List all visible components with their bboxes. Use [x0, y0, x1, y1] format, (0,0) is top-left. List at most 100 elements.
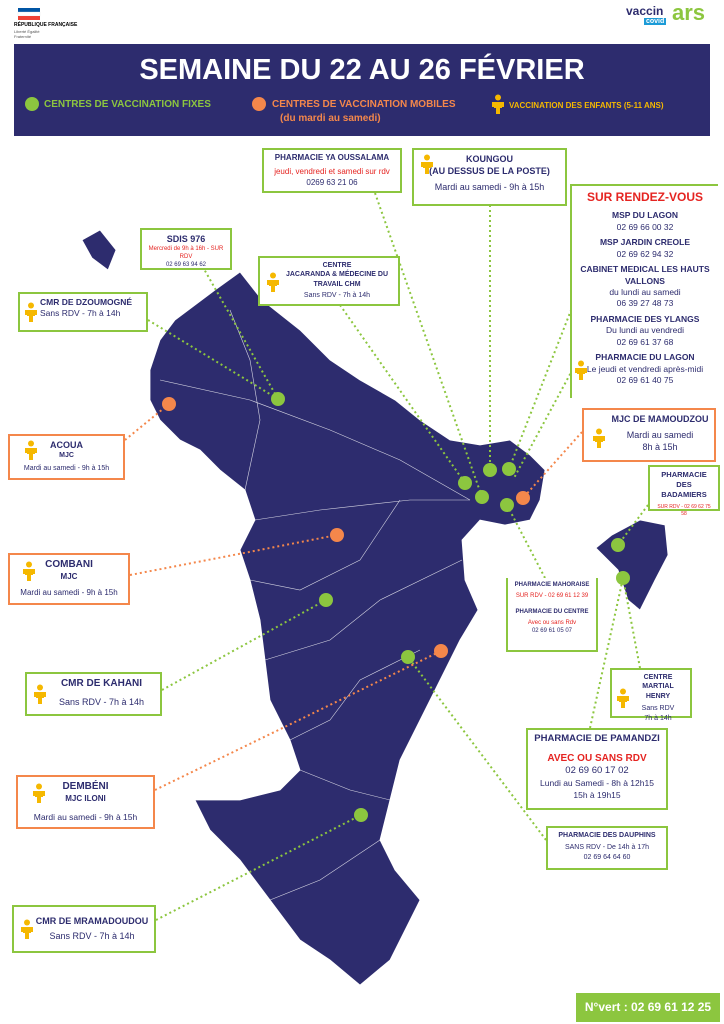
site-phone: 02 69 61 40 75 — [616, 375, 674, 386]
site-name: CENTRE — [322, 262, 352, 269]
site-info: Sans RDV - 7h à 14h — [49, 931, 135, 942]
kid-icon — [420, 154, 434, 174]
kid-icon — [24, 302, 38, 322]
site-name: MJC DE MAMOUDZOU — [611, 414, 709, 424]
vaccin-logo: vaccin — [626, 4, 664, 18]
site-name: KOUNGOU — [466, 154, 513, 164]
title: SEMAINE DU 22 AU 26 FÉVRIER — [139, 54, 585, 86]
site-box: DEMBÉNI MJC ILONI Mardi au samedi - 9h à… — [16, 775, 155, 829]
site-info: Lundi au Samedi - 8h à 12h15 — [540, 778, 654, 789]
legend-label: VACCINATION DES ENFANTS (5-11 ANS) — [509, 101, 664, 110]
site-phone: 0269 63 21 06 — [306, 177, 358, 187]
site-name: COMBANI — [45, 559, 93, 570]
site-name: PHARMACIE DES BADAMIERS — [661, 470, 707, 500]
region-borders — [159, 309, 471, 901]
site-info: Mardi au samedi — [626, 430, 694, 441]
site-name: MSP JARDIN CREOLE — [599, 237, 691, 248]
kid-icon — [266, 272, 280, 292]
legend-mobile-dot — [252, 97, 266, 111]
site-name: PHARMACIE MAHORAISE — [514, 582, 590, 588]
site-box: MJC DE MAMOUDZOU Mardi au samedi 8h à 15… — [582, 408, 716, 462]
connectors — [124, 192, 649, 921]
site-name: PHARMACIE DES YLANGS — [590, 313, 700, 324]
site-name: PHARMACIE DES DAUPHINS — [558, 832, 656, 839]
site-box: CMR DE MRAMADOUDOU Sans RDV - 7h à 14h — [12, 905, 156, 953]
site-sub: (AU DESSUS DE LA POSTE) — [429, 166, 550, 177]
site-box: CMR DE KAHANI Sans RDV - 7h à 14h — [25, 672, 162, 716]
site-info: Sans RDV — [641, 705, 675, 713]
site-info: Mardi au samedi - 9h à 15h — [20, 588, 118, 598]
kid-icon — [33, 684, 47, 704]
covid-logo: covid — [644, 18, 667, 25]
site-phone: 06 39 27 48 73 — [616, 298, 674, 309]
site-info: Sans RDV - 7h à 14h — [40, 308, 121, 319]
site-box: SUR RENDEZ-VOUS MSP DU LAGON 02 69 66 00… — [570, 184, 718, 398]
site-name: MARTIAL HENRY — [642, 683, 674, 700]
legend-fixed-dot — [25, 97, 39, 111]
site-info: Mardi au samedi - 9h à 15h — [434, 182, 545, 193]
site-box: PHARMACIE YA OUSSALAMA jeudi, vendredi e… — [262, 148, 402, 193]
kid-icon — [24, 440, 38, 460]
site-info: Sans RDV - 7h à 14h — [303, 292, 371, 300]
site-info: Sans RDV - 7h à 14h — [58, 696, 145, 707]
site-box: PHARMACIE DE PAMANDZI AVEC OU SANS RDV 0… — [526, 728, 668, 810]
legend-label: CENTRES DE VACCINATION FIXES — [44, 99, 211, 110]
site-box: SDIS 976 Mercredi de 9h à 16h - SUR RDV … — [140, 228, 232, 270]
kid-icon — [32, 783, 46, 803]
site-name: MSP DU LAGON — [612, 210, 678, 221]
site-phone: 02 69 62 94 32 — [616, 248, 674, 259]
site-name: PHARMACIE DU CENTRE — [515, 609, 589, 616]
site-phone: 02 69 61 37 68 — [616, 336, 674, 347]
site-box: PHARMACIE DES DAUPHINS SANS RDV - De 14h… — [546, 826, 668, 870]
site-name: PHARMACIE YA OUSSALAMA — [274, 153, 390, 162]
site-sub: MJC ILONI — [65, 793, 106, 803]
site-box: KOUNGOU (AU DESSUS DE LA POSTE) Mardi au… — [412, 148, 567, 206]
hotline: N°vert : 02 69 61 12 25 — [576, 993, 720, 1022]
banner-bg — [14, 44, 710, 136]
site-info: Le jeudi et vendredi après-midi — [586, 363, 704, 374]
site-info: 15h à 19h15 — [573, 789, 621, 800]
site-name: PHARMACIE DE PAMANDZI — [534, 733, 660, 744]
site-box: PHARMACIE MAHORAISE SUR RDV - 02 69 61 1… — [506, 578, 598, 652]
site-info: jeudi, vendredi et samedi sur rdv — [274, 166, 390, 176]
site-name: JACARANDA & MÉDECINE DU TRAVAIL CHM — [285, 271, 389, 288]
site-name: ACOUA — [50, 440, 83, 450]
site-sub: MJC — [60, 571, 78, 581]
site-info: Du lundi au vendredi — [606, 325, 684, 336]
site-sub: MJC — [59, 452, 74, 460]
kid-icon — [574, 360, 588, 380]
kid-icon — [20, 919, 34, 939]
site-box: CENTRE MARTIAL HENRY Sans RDV 7h à 14h — [610, 668, 692, 722]
site-box: COMBANI MJC Mardi au samedi - 9h à 15h — [8, 553, 130, 605]
site-name: CMR DE DZOUMOGNÉ — [40, 297, 133, 307]
site-phone: 02 69 60 17 02 — [565, 765, 629, 777]
legend-note: (du mardi au samedi) — [280, 113, 381, 124]
site-box: PHARMACIE DES BADAMIERS SUR RDV - 02 69 … — [648, 465, 720, 517]
site-info: Mardi au samedi - 9h à 15h — [33, 812, 138, 823]
mobile-sites — [162, 397, 530, 658]
site-info: Avec ou sans Rdv — [527, 620, 577, 627]
site-info: 8h à 15h — [642, 442, 678, 453]
fixed-sites — [271, 392, 630, 822]
site-box: ACOUA MJC Mardi au samedi - 9h à 15h — [8, 434, 125, 480]
legend-label: CENTRES DE VACCINATION MOBILES — [272, 99, 456, 110]
site-name: CABINET MEDICAL LES HAUTS VALLONS — [580, 264, 710, 286]
site-name: CMR DE MRAMADOUDOU — [35, 916, 149, 926]
site-box: CENTRE JACARANDA & MÉDECINE DU TRAVAIL C… — [258, 256, 400, 306]
site-box: CMR DE DZOUMOGNÉ Sans RDV - 7h à 14h — [18, 292, 148, 332]
site-info: AVEC OU SANS RDV — [547, 752, 647, 764]
site-name: CENTRE — [643, 674, 673, 681]
kid-icon — [592, 428, 606, 448]
site-info: SUR RDV - 02 69 62 75 58 — [657, 504, 711, 518]
site-info: SANS RDV - De 14h à 17h — [564, 844, 650, 852]
kid-icon — [22, 561, 36, 581]
site-phone: 02 69 66 00 32 — [616, 221, 674, 232]
site-info: SUR RDV - 02 69 61 12 39 — [515, 593, 589, 600]
site-phone: 02 69 64 64 60 — [583, 853, 631, 861]
motto: Liberté Égalité Fraternité — [14, 29, 40, 39]
site-info: Mardi au samedi - 9h à 15h — [23, 464, 110, 472]
site-heading: SUR RENDEZ-VOUS — [586, 190, 703, 204]
kid-icon — [616, 688, 630, 708]
